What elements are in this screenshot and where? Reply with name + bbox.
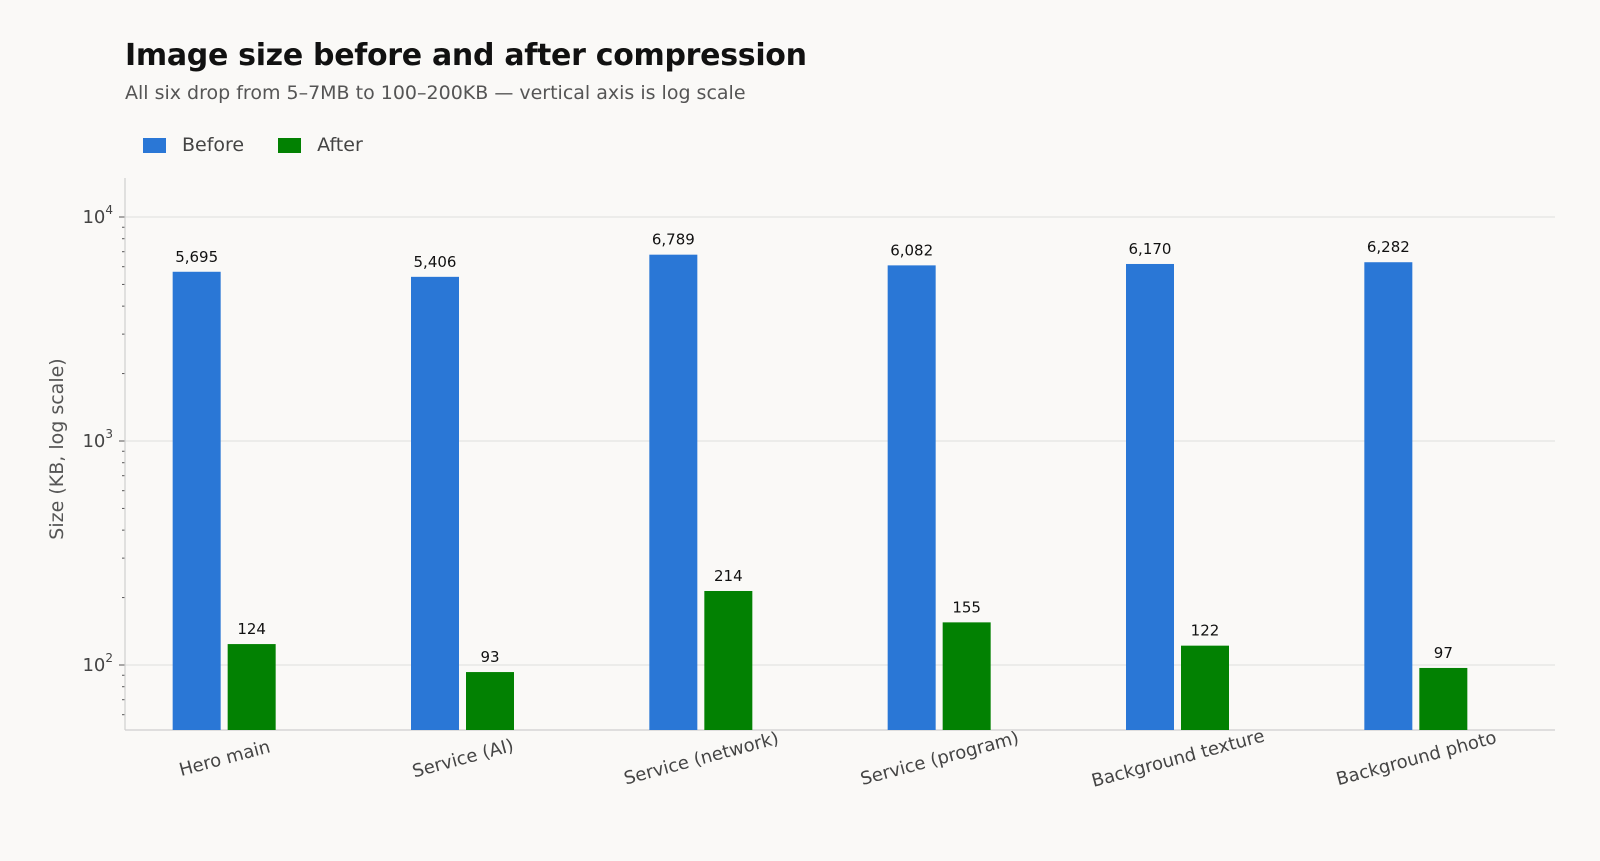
y-axis-title: Size (KB, log scale) [46,358,68,539]
bar-before-2 [649,254,698,731]
legend-label-before: Before [182,134,245,156]
category-label-5: Background photo [1334,727,1499,790]
data-label-before-3: 6,082 [890,241,933,259]
category-label-1: Service (AI) [410,735,516,782]
bar-after-0 [227,644,276,730]
data-label-before-1: 5,406 [414,253,457,271]
bars [172,254,1468,731]
bar-after-4 [1181,645,1229,730]
bar-after-2 [704,590,753,730]
chart-subtitle: All six drop from 5–7MB to 100–200KB — v… [125,82,746,104]
data-labels: 5,695 124 5,406 93 6,789 214 6,082 155 6,170 122 6… [175,231,1453,666]
legend: Before After [143,134,397,156]
bar-before-0 [172,271,221,730]
category-label-4: Background texture [1089,725,1266,791]
data-label-after-2: 214 [714,567,743,585]
data-label-before-4: 6,170 [1129,240,1172,258]
bar-before-3 [887,265,936,730]
chart-title: Image size before and after compression [125,38,807,73]
bar-before-1 [411,276,459,730]
data-label-before-2: 6,789 [652,231,695,249]
data-label-after-5: 97 [1434,644,1453,662]
data-label-after-3: 155 [952,598,981,616]
legend-label-after: After [317,134,363,156]
y-tick-label: 102 [82,651,113,676]
bar-after-1 [466,672,514,730]
y-tick-label: 103 [82,427,113,452]
category-label-3: Service (program) [858,727,1021,790]
bar-before-5 [1364,262,1413,730]
legend-swatch-before [143,137,166,153]
data-label-before-5: 6,282 [1367,238,1410,256]
bar-after-5 [1419,667,1468,730]
y-tick-label: 104 [82,203,113,228]
data-label-after-0: 124 [237,620,266,638]
legend-item-before: Before [143,134,244,156]
bar-after-3 [942,622,991,730]
grid-lines [125,216,1555,666]
data-label-after-1: 93 [480,648,499,666]
data-label-before-0: 5,695 [175,248,218,266]
category-label-2: Service (network) [622,728,781,790]
data-label-after-4: 122 [1191,622,1220,640]
category-labels: Hero main Service (AI) Service (network) Se… [177,725,1499,791]
legend-item-after: After [278,134,363,156]
legend-swatch-after [278,137,302,153]
axes: 102 103 104 [82,178,1555,731]
category-label-0: Hero main [177,736,273,780]
bar-before-4 [1126,263,1174,730]
